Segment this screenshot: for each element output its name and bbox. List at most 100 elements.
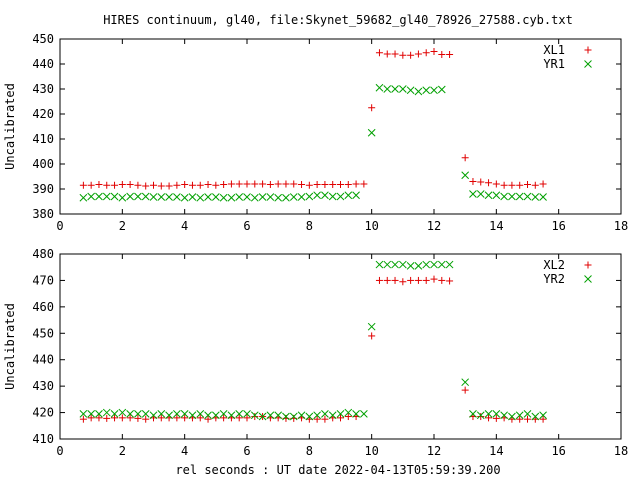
plot-frame (59, 38, 622, 215)
data-point (461, 171, 470, 180)
data-point (430, 275, 438, 283)
data-point (461, 378, 470, 387)
data-point (165, 193, 173, 201)
data-point (79, 410, 88, 418)
data-point (524, 415, 531, 423)
data-point (111, 181, 119, 189)
data-point (516, 415, 524, 423)
y-axis-label: Uncalibrated (3, 303, 17, 390)
data-point (95, 414, 103, 422)
data-point (344, 413, 352, 421)
data-point (204, 193, 212, 201)
data-point (422, 276, 430, 284)
data-point (321, 410, 329, 418)
data-point (103, 181, 111, 189)
y-tick-label: 430 (32, 82, 54, 96)
data-point (111, 414, 119, 422)
x-tick-label: 14 (489, 219, 503, 233)
y-tick-label: 410 (32, 432, 54, 446)
data-point (437, 260, 446, 269)
data-point (95, 181, 103, 188)
data-point (298, 181, 306, 188)
data-point (406, 86, 415, 95)
data-point (430, 48, 438, 55)
y-tick-label: 480 (32, 247, 54, 261)
legend-label: XL1 (543, 43, 565, 57)
data-point (289, 193, 298, 201)
data-point (515, 411, 524, 420)
data-point (321, 191, 329, 200)
data-point (150, 181, 157, 189)
data-point (414, 87, 423, 96)
x-tick-label: 2 (119, 444, 126, 458)
data-point (188, 181, 196, 189)
x-tick-label: 0 (56, 444, 63, 458)
data-point (422, 260, 431, 269)
data-point (266, 193, 275, 201)
series-YR2 (79, 260, 547, 421)
y-tick-label: 450 (32, 32, 54, 46)
data-point (165, 411, 173, 420)
data-point (383, 85, 392, 93)
data-point (391, 50, 399, 58)
y-tick-label: 440 (32, 57, 54, 71)
data-point (500, 411, 508, 420)
data-point (251, 413, 259, 421)
data-point (126, 410, 134, 418)
data-point (484, 410, 493, 418)
data-point (87, 414, 95, 422)
x-tick-label: 2 (119, 219, 126, 233)
data-point (492, 414, 500, 422)
legend-label: YR2 (543, 272, 565, 286)
data-point (406, 262, 415, 270)
data-point (469, 410, 477, 418)
data-point (485, 414, 493, 422)
data-point (297, 193, 306, 201)
data-point (118, 181, 126, 188)
data-point (220, 414, 228, 422)
data-point (103, 414, 111, 422)
data-point (383, 50, 391, 58)
data-point (523, 410, 532, 418)
data-point (515, 192, 524, 201)
data-point (469, 190, 477, 198)
data-point (398, 85, 407, 93)
data-point (243, 410, 251, 418)
data-point (227, 193, 236, 202)
data-point (79, 181, 87, 189)
data-point (235, 193, 244, 201)
data-point (95, 192, 103, 201)
data-point (375, 83, 384, 92)
data-point (212, 181, 220, 189)
data-point (142, 415, 150, 423)
data-point (422, 49, 430, 57)
data-point (508, 412, 516, 421)
data-point (492, 191, 501, 200)
data-point (305, 192, 314, 201)
data-point (157, 414, 165, 422)
data-point (250, 193, 259, 202)
data-point (157, 410, 166, 418)
data-point (524, 181, 531, 188)
data-point (305, 412, 314, 421)
data-point (344, 181, 352, 188)
data-point (251, 180, 259, 188)
data-point (305, 181, 313, 189)
data-point (235, 180, 243, 188)
data-point (235, 410, 244, 418)
x-axis-label: rel seconds : UT date 2022-04-13T05:59:3… (175, 463, 500, 477)
data-point (539, 411, 547, 420)
data-point (407, 276, 415, 284)
plot-frame (59, 253, 622, 440)
data-point (313, 191, 321, 200)
data-point (165, 182, 173, 190)
data-point (290, 180, 298, 188)
data-point (110, 192, 119, 201)
x-tick-label: 18 (614, 219, 628, 233)
y-tick-label: 410 (32, 132, 54, 146)
data-point (321, 415, 329, 423)
legend-marker (584, 60, 592, 68)
data-point (445, 260, 454, 269)
data-point (134, 192, 142, 201)
